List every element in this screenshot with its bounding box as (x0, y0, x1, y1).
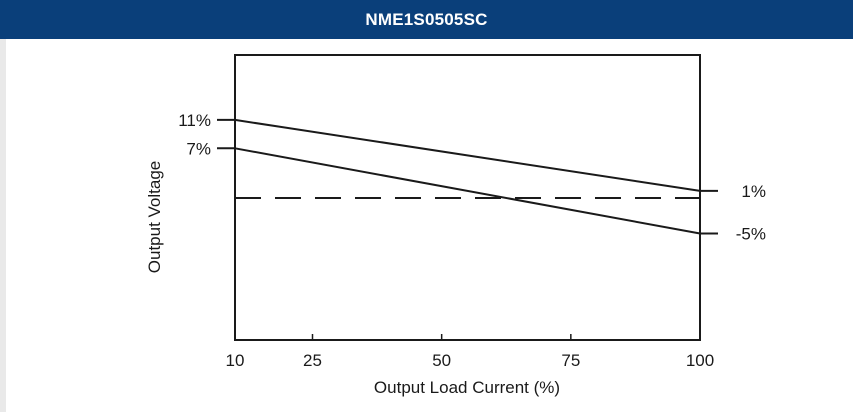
x-tick-layer: 10 25 50 75 100 (226, 334, 714, 370)
x-tick-label: 100 (686, 351, 714, 370)
line-label-layer: 11% 1% 7% -5% (178, 111, 766, 244)
series-layer (234, 118, 701, 235)
x-axis-label: Output Load Current (%) (374, 378, 560, 397)
series-end-label: 1% (741, 182, 766, 201)
series-start-label: 11% (178, 111, 211, 130)
series-start-label: 7% (186, 139, 211, 158)
x-tick-label: 75 (561, 351, 580, 370)
series-end-label: -5% (736, 225, 766, 244)
x-tick-label: 50 (432, 351, 451, 370)
x-tick-label: 10 (226, 351, 245, 370)
series-line-2 (234, 147, 701, 235)
plot-area (234, 54, 701, 341)
chart-panel (6, 39, 853, 412)
series-line-1 (234, 118, 701, 192)
x-tick-label: 25 (303, 351, 322, 370)
chart-title: NME1S0505SC (0, 0, 853, 39)
y-axis-label: Output Voltage (145, 161, 164, 273)
